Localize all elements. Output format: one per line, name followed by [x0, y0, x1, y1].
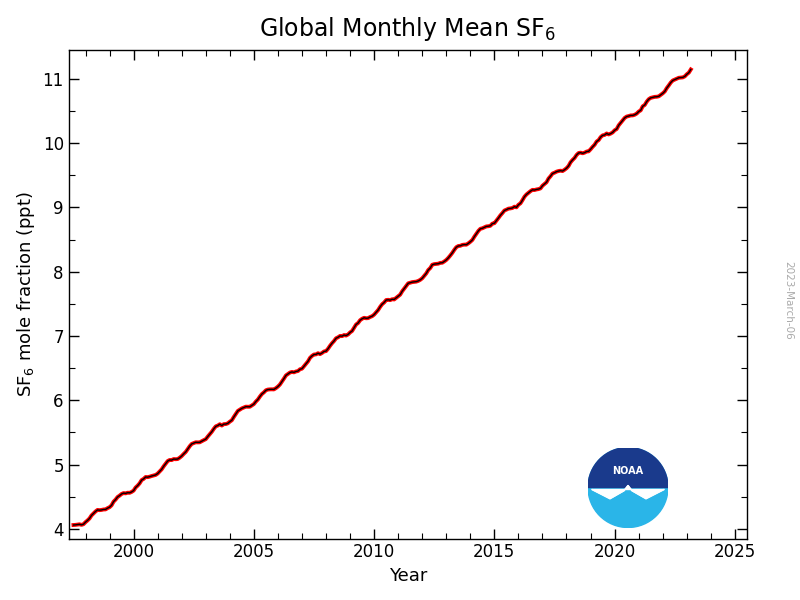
Y-axis label: SF$_6$ mole fraction (ppt): SF$_6$ mole fraction (ppt) [15, 191, 37, 397]
Text: NOAA: NOAA [613, 466, 643, 476]
Polygon shape [592, 485, 664, 499]
Circle shape [588, 448, 668, 527]
Text: 2023-March-06: 2023-March-06 [783, 260, 793, 340]
Title: Global Monthly Mean SF$_6$: Global Monthly Mean SF$_6$ [259, 15, 556, 43]
X-axis label: Year: Year [389, 567, 427, 585]
Wedge shape [588, 448, 668, 487]
